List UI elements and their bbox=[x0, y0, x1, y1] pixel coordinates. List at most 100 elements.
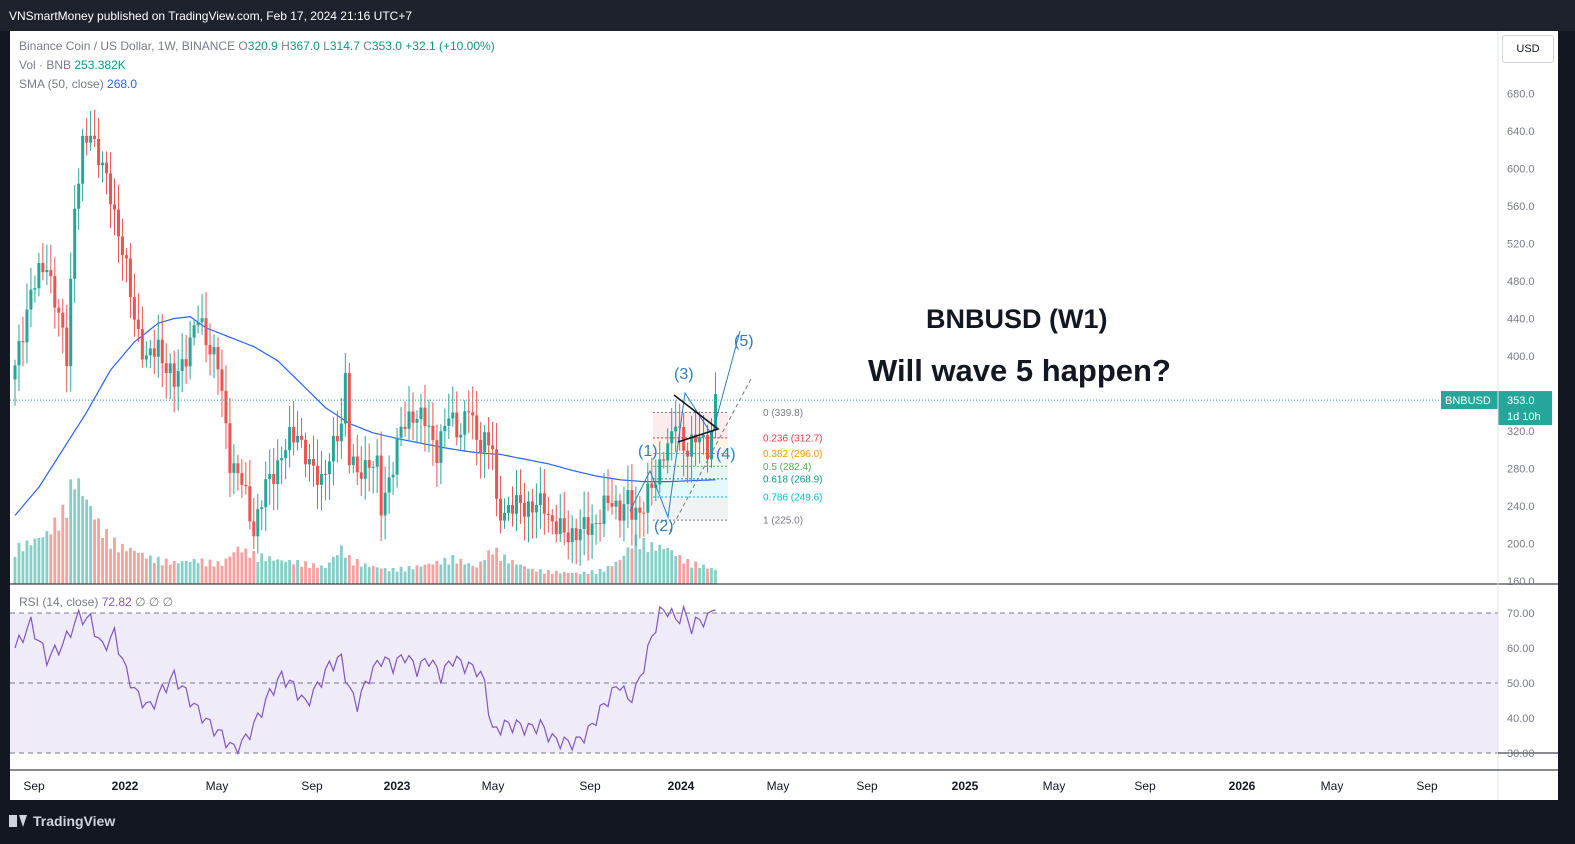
volume-bar bbox=[578, 574, 582, 584]
candle-body bbox=[347, 373, 351, 466]
wave-label: (3) bbox=[674, 366, 694, 383]
candle-body bbox=[419, 407, 423, 419]
volume-bar bbox=[558, 573, 562, 584]
candle-body bbox=[622, 504, 626, 521]
volume-bar bbox=[49, 534, 53, 584]
candle-body bbox=[395, 437, 399, 475]
price-chart[interactable]: 0 (339.8) 0.236 (312.7) 0.382 (296.0) 0.5 (… bbox=[10, 31, 1558, 800]
candle-body bbox=[65, 327, 69, 367]
candle-body bbox=[13, 365, 17, 380]
candle-body bbox=[550, 515, 554, 522]
volume-bar bbox=[710, 567, 713, 584]
volume-bar bbox=[554, 570, 558, 584]
candle-body bbox=[331, 435, 335, 462]
candle-body bbox=[164, 363, 168, 374]
volume-bar bbox=[622, 555, 626, 584]
wave-label: (1) bbox=[638, 443, 658, 460]
candle-body bbox=[570, 528, 574, 543]
time-tick-label: 2024 bbox=[668, 779, 695, 793]
candle-body bbox=[666, 443, 670, 461]
candle-body bbox=[507, 505, 511, 513]
candle-body bbox=[558, 518, 562, 535]
candle-body bbox=[21, 341, 25, 343]
symbol-tag-bg bbox=[1441, 391, 1498, 410]
volume-bar bbox=[686, 559, 690, 584]
volume-bar bbox=[204, 566, 208, 584]
time-tick-label: Sep bbox=[23, 779, 45, 793]
candle-body bbox=[662, 459, 666, 461]
volume-bar bbox=[25, 540, 29, 584]
volume-bar bbox=[658, 544, 662, 584]
volume-bar bbox=[682, 563, 686, 584]
candle-body bbox=[176, 371, 180, 387]
candle-body bbox=[407, 411, 411, 429]
candle-body bbox=[264, 479, 268, 508]
volume-bar bbox=[431, 564, 435, 584]
volume-bar bbox=[419, 566, 423, 584]
wave-label: (5) bbox=[734, 333, 754, 350]
volume-bar bbox=[284, 561, 288, 584]
candle-body bbox=[268, 473, 272, 480]
candle-body bbox=[503, 512, 507, 521]
volume-bar bbox=[228, 556, 232, 584]
volume-bar bbox=[423, 564, 427, 584]
volume-bar bbox=[507, 563, 510, 584]
volume-bar bbox=[594, 574, 598, 584]
volume-bar bbox=[371, 565, 375, 584]
tradingview-logo[interactable]: TradingView bbox=[9, 813, 115, 829]
candle-body bbox=[180, 359, 184, 372]
candle-body bbox=[467, 411, 471, 413]
volume-bar bbox=[256, 561, 260, 584]
candle-body bbox=[69, 278, 73, 367]
currency-button[interactable]: USD bbox=[1502, 35, 1554, 63]
candle-body bbox=[546, 513, 550, 516]
candle-body bbox=[256, 509, 260, 537]
volume-bar bbox=[515, 564, 518, 584]
candle-body bbox=[427, 425, 431, 427]
volume-bar bbox=[65, 517, 69, 584]
price-tag: 353.0 bbox=[1507, 395, 1535, 407]
candle-body bbox=[702, 435, 706, 438]
volume-bar bbox=[463, 564, 467, 584]
volume-bar bbox=[487, 550, 491, 584]
volume-bar bbox=[527, 568, 530, 584]
candle-body bbox=[73, 208, 77, 279]
candle-body bbox=[423, 407, 427, 427]
volume-bar bbox=[550, 573, 554, 584]
volume-bar bbox=[606, 565, 610, 584]
volume-bar bbox=[148, 555, 152, 584]
rsi-tick-label: 30.00 bbox=[1507, 748, 1535, 760]
candle-body bbox=[518, 495, 522, 504]
candle-body bbox=[339, 423, 343, 442]
fib-level-label: 0.236 (312.7) bbox=[763, 433, 823, 444]
sma-line bbox=[14, 315, 716, 516]
volume-bar bbox=[144, 558, 148, 584]
candle-body bbox=[459, 434, 463, 438]
volume-bar bbox=[335, 555, 339, 584]
volume-bar bbox=[212, 566, 216, 584]
candle-body bbox=[411, 411, 415, 423]
volume-legend: Vol · BNB 253.382K bbox=[19, 58, 126, 72]
volume-bar bbox=[542, 573, 546, 584]
volume-bar bbox=[670, 550, 674, 584]
candle-body bbox=[634, 507, 638, 520]
volume-bar bbox=[590, 570, 594, 584]
volume-bar bbox=[630, 548, 634, 584]
volume-bar bbox=[359, 566, 363, 584]
price-tag-bg bbox=[1498, 391, 1552, 426]
volume-bar bbox=[479, 561, 483, 584]
candle-body bbox=[101, 162, 105, 166]
candle-body bbox=[471, 412, 475, 416]
candle-body bbox=[375, 455, 379, 467]
tradingview-logo-icon bbox=[9, 815, 27, 827]
volume-bar bbox=[272, 560, 276, 584]
volume-bar bbox=[316, 567, 319, 584]
tradingview-brand: TradingView bbox=[33, 813, 116, 829]
candle-body bbox=[41, 263, 45, 273]
volume-bar bbox=[570, 572, 574, 584]
time-tick-label: May bbox=[206, 779, 229, 793]
time-tick-label: May bbox=[482, 779, 505, 793]
candle-body bbox=[276, 460, 280, 485]
chart-frame[interactable]: 0 (339.8) 0.236 (312.7) 0.382 (296.0) 0.5 (… bbox=[10, 31, 1558, 800]
annotation-question: Will wave 5 happen? bbox=[868, 353, 1171, 388]
